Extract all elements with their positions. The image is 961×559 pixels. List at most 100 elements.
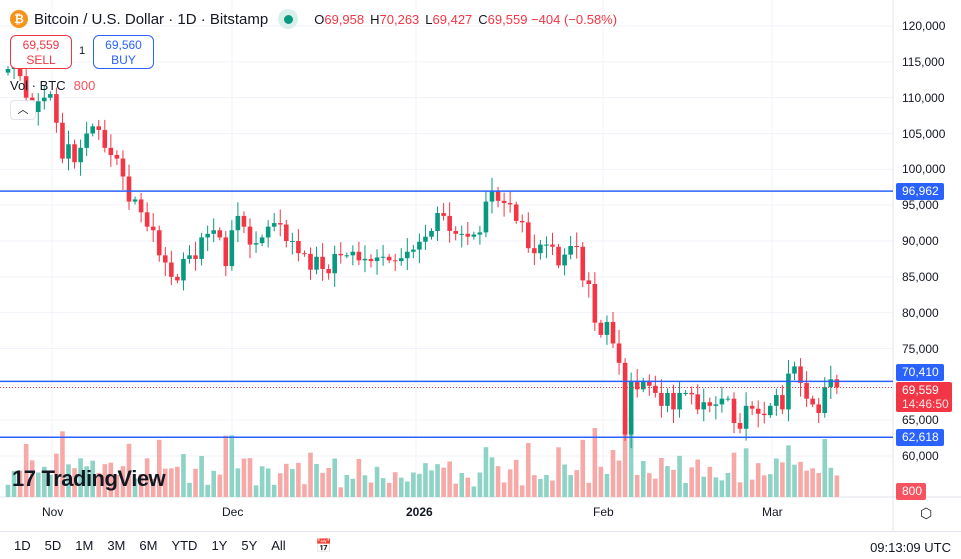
candle [187,255,192,259]
candle [290,241,295,242]
volume-bar [689,467,694,497]
candle [483,201,489,233]
candle [277,223,283,225]
candle [320,256,325,269]
volume-bar [725,473,731,497]
candle [749,405,755,409]
range-5d-button[interactable]: 5D [44,538,62,553]
range-1m-button[interactable]: 1M [75,538,94,553]
volume-bar [423,463,428,497]
range-1d-button[interactable]: 1D [14,538,31,553]
candle [163,255,168,263]
range-all-button[interactable]: All [271,538,286,553]
volume-bar [719,480,725,497]
candle [344,255,350,257]
volume-bar [259,466,265,497]
symbol-header: ₿ Bitcoin / U.S. Dollar · 1D · Bitstamp … [10,9,617,29]
candle [90,126,95,134]
candle [780,395,785,410]
candle [526,222,531,249]
candle [665,392,670,406]
candle [719,398,725,405]
candle [54,94,59,123]
level-price-tag[interactable]: 62,618 [896,429,944,447]
volume-bar [761,475,767,497]
candle [634,380,640,390]
volume-bar [834,475,840,497]
volume-bar [592,428,598,497]
sell-button[interactable]: 69,559 SELL [10,35,72,69]
candle [495,191,501,201]
candle [332,253,337,274]
settings-icon[interactable]: ⬡ [920,505,933,521]
range-6m-button[interactable]: 6M [139,538,158,553]
volume-bar [108,462,114,497]
candle [338,253,344,256]
time-label: Feb [593,505,614,519]
volume-bar [465,477,471,497]
candle [35,101,41,112]
candle [828,379,834,388]
volume-bar [671,469,676,497]
volume-bar [586,482,592,497]
candle [677,392,682,410]
range-1y-button[interactable]: 1Y [211,538,228,553]
volume-bar [695,459,700,497]
volume-bar [284,463,289,497]
candle [193,255,198,259]
range-5y-button[interactable]: 5Y [241,538,258,553]
level-price-tag[interactable]: 96,962 [896,183,944,201]
volume-bar [308,452,313,497]
candle [411,249,416,252]
symbol-title[interactable]: Bitcoin / U.S. Dollar · 1D · Bitstamp [34,10,269,28]
candle [78,147,83,163]
candle [743,405,749,429]
candle [84,133,89,148]
volume-bar [96,472,102,497]
volume-bar [417,473,422,497]
range-3m-button[interactable]: 3M [107,538,126,553]
candle [774,395,779,406]
candle [580,246,586,281]
volume-bar [816,473,821,497]
volume-bar [616,460,622,497]
candle [725,398,731,400]
collapse-legend-button[interactable]: ︿ [10,100,36,120]
volume-bar [398,477,404,497]
candle [5,69,11,73]
goto-date-icon[interactable]: 📅 [315,537,332,553]
volume-bar [23,444,29,497]
volume-bar [647,473,652,497]
buy-button[interactable]: 69,560 BUY [93,35,154,69]
volume-bar [701,476,707,497]
volume-bar [441,467,446,497]
candle [501,200,507,204]
candle [96,126,102,130]
candle [538,244,543,254]
market-status-icon [278,9,299,29]
volume-bar [580,439,586,497]
volume-bar [755,463,761,497]
candle [60,122,65,159]
candle [810,398,815,405]
candle [380,256,386,258]
candle [683,392,688,394]
volume-bar [350,478,356,497]
level-price-tag[interactable]: 70,410 [896,364,944,381]
candle [513,204,519,221]
candle [671,392,676,410]
price-label: 110,000 [902,90,945,105]
volume-bar [199,456,204,497]
candle [150,226,156,231]
volume-bar [332,458,337,497]
price-chart[interactable] [0,0,961,531]
volume-bar [538,479,543,497]
volume-bar [271,484,277,497]
candle [441,213,446,216]
range-ytd-button[interactable]: YTD [171,538,198,553]
volume-bar [193,468,198,497]
volume-bar [792,464,797,497]
volume-bar [211,470,216,497]
volume-bar [429,470,434,497]
candle [804,382,809,399]
